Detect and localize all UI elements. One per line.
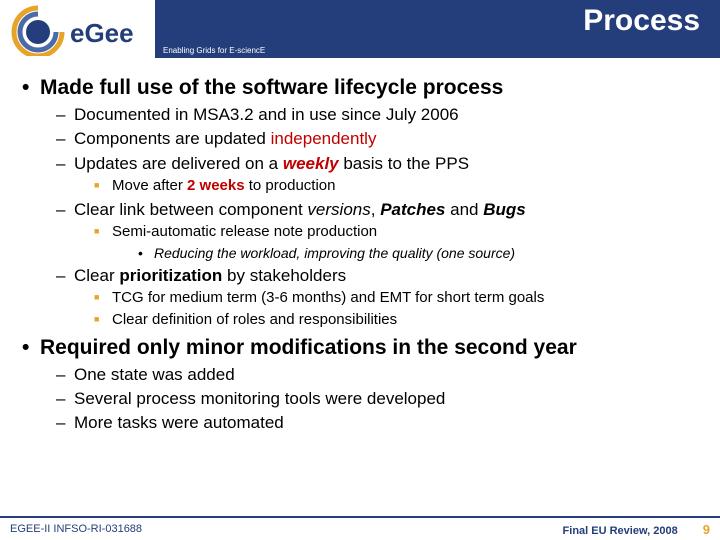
header: Process Enabling Grids for E-sciencE eGe… — [0, 0, 720, 58]
slide-title: Process — [583, 4, 700, 38]
egee-logo: eGee — [8, 4, 158, 56]
tagline: Enabling Grids for E-sciencE — [163, 46, 265, 55]
bullet-l2: Clear link between component versions, P… — [18, 199, 702, 220]
footer-right: Final EU Review, 2008 — [563, 525, 678, 537]
bullet-l1: Made full use of the software lifecycle … — [18, 76, 702, 100]
content: Made full use of the software lifecycle … — [0, 58, 720, 434]
footer-right-wrap: Final EU Review, 2008 9 — [563, 522, 710, 537]
slide-number: 9 — [703, 522, 710, 537]
bullet-l2: Documented in MSA3.2 and in use since Ju… — [18, 104, 702, 125]
footer: EGEE-II INFSO-RI-031688 Final EU Review,… — [0, 516, 720, 540]
bullet-l3: Clear definition of roles and responsibi… — [18, 311, 702, 330]
svg-text:eGee: eGee — [70, 18, 134, 48]
bullet-l2: One state was added — [18, 364, 702, 385]
bullet-l3: Semi-automatic release note production — [18, 223, 702, 242]
footer-left: EGEE-II INFSO-RI-031688 — [10, 523, 142, 535]
title-bar: Process — [155, 0, 720, 42]
bullet-l1: Required only minor modifications in the… — [18, 336, 702, 360]
bullet-l3: TCG for medium term (3-6 months) and EMT… — [18, 289, 702, 308]
bullet-l3: Move after 2 weeks to production — [18, 177, 702, 196]
bullet-l2: Components are updated independently — [18, 128, 702, 149]
bullet-l2: Clear prioritization by stakeholders — [18, 265, 702, 286]
bullet-l2: Updates are delivered on a weekly basis … — [18, 153, 702, 174]
bullet-l2: Several process monitoring tools were de… — [18, 388, 702, 409]
tagline-bar: Enabling Grids for E-sciencE — [155, 42, 720, 58]
bullet-l4: Reducing the workload, improving the qua… — [18, 245, 702, 263]
bullet-l2: More tasks were automated — [18, 412, 702, 433]
